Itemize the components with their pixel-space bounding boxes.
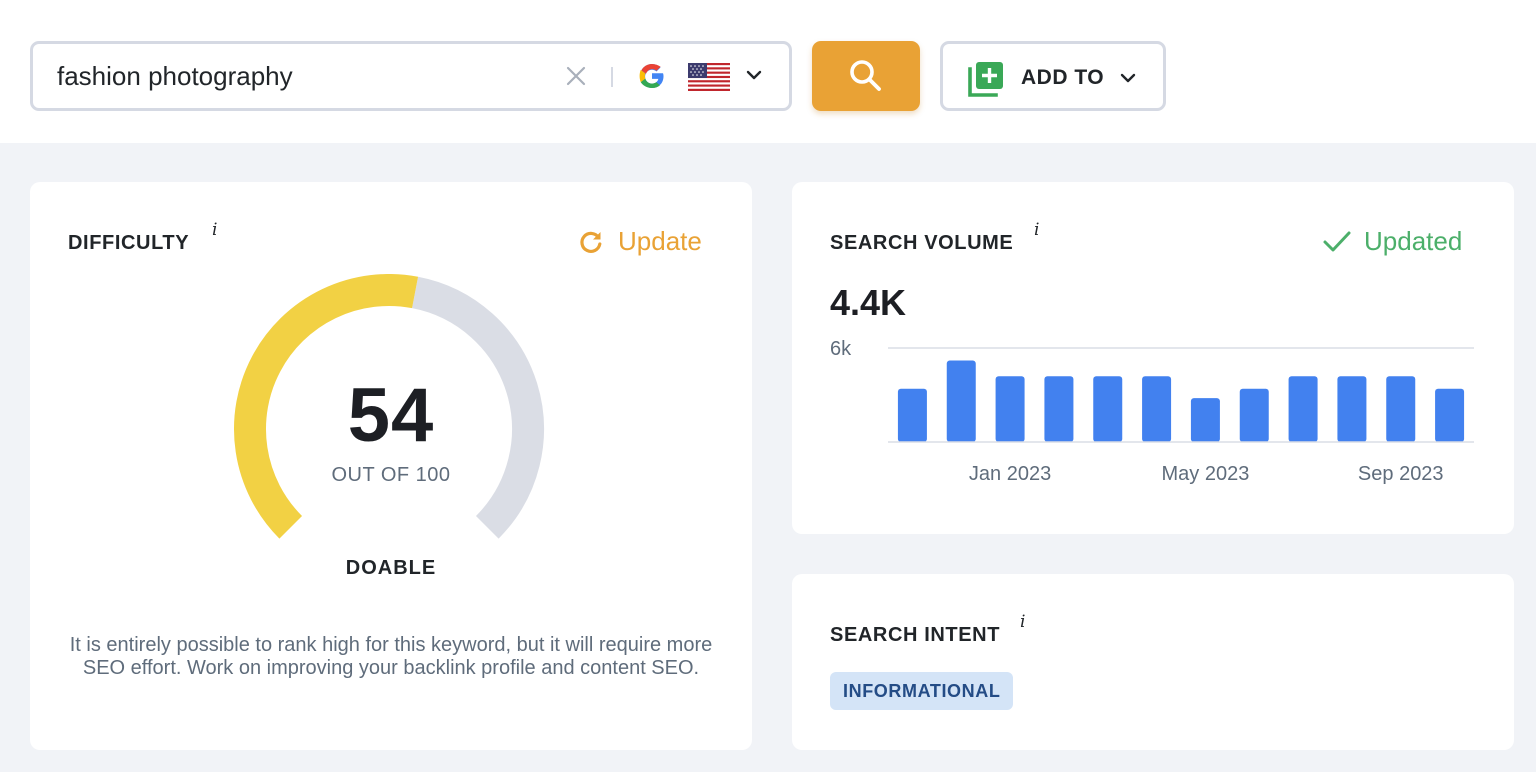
y-tick-label: 6k (830, 338, 852, 360)
us-flag-icon[interactable] (688, 63, 730, 91)
chevron-down-icon (1120, 73, 1136, 83)
google-icon[interactable] (636, 60, 668, 92)
difficulty-title: DIFFICULTY (68, 232, 190, 254)
difficulty-level: DOABLE (345, 557, 437, 579)
clear-icon[interactable] (563, 61, 589, 91)
volume-bar (1044, 376, 1074, 442)
check-icon (1323, 231, 1351, 251)
info-icon[interactable]: i (1034, 220, 1040, 240)
top-search-bar: ADD TO (0, 0, 1536, 143)
gauge-track (411, 276, 544, 539)
difficulty-score: 54 (347, 373, 435, 458)
chevron-down-icon[interactable] (745, 68, 763, 82)
refresh-icon (580, 231, 602, 253)
volume-bar (946, 360, 976, 442)
volume-bar (1239, 388, 1269, 442)
search-intent-card: SEARCH INTENT i INFORMATIONAL (792, 574, 1514, 750)
intent-badge: INFORMATIONAL (830, 672, 1014, 710)
difficulty-gauge (234, 274, 544, 539)
search-intent-title: SEARCH INTENT (830, 624, 1001, 646)
volume-bar (995, 376, 1025, 442)
gauge-fill (234, 274, 419, 539)
difficulty-description: It is entirely possible to rank high for… (69, 634, 713, 679)
volume-bar (1386, 376, 1416, 442)
search-button[interactable] (812, 41, 920, 111)
volume-bar (897, 388, 927, 442)
volume-bar (1435, 388, 1465, 442)
search-volume-card: SEARCH VOLUME i Updated 4.4K 6k Jan 2023 M… (792, 182, 1514, 534)
volume-bar (1142, 376, 1172, 442)
search-volume-value: 4.4K (830, 282, 907, 323)
x-tick-label: May 2023 (1161, 463, 1249, 485)
search-volume-chart: 6k Jan 2023 May 2023 Sep 2023 (830, 338, 1474, 485)
add-to-list-icon (968, 62, 1003, 97)
x-tick-label: Sep 2023 (1358, 463, 1444, 485)
difficulty-card: DIFFICULTY i Update 54 OUT OF 100 DOABLE… (30, 182, 752, 750)
update-label: Update (618, 226, 702, 256)
difficulty-scale-label: OUT OF 100 (331, 464, 451, 486)
add-to-button[interactable]: ADD TO (940, 41, 1166, 111)
info-icon[interactable]: i (1020, 612, 1026, 632)
updated-label: Updated (1364, 226, 1463, 256)
volume-bar (1337, 376, 1367, 442)
volume-bar (1093, 376, 1123, 442)
search-icon (850, 60, 881, 91)
updated-status: Updated (1322, 226, 1462, 257)
keyword-search-input[interactable] (57, 58, 557, 94)
add-to-label: ADD TO (1021, 66, 1105, 89)
volume-bar (1288, 376, 1318, 442)
x-tick-label: Jan 2023 (969, 463, 1051, 485)
keyword-search-box[interactable] (30, 41, 792, 111)
info-icon[interactable]: i (212, 220, 218, 240)
volume-bar (1190, 398, 1220, 442)
search-volume-title: SEARCH VOLUME (830, 232, 1014, 254)
update-button[interactable]: Update (578, 226, 702, 257)
divider (611, 67, 613, 87)
